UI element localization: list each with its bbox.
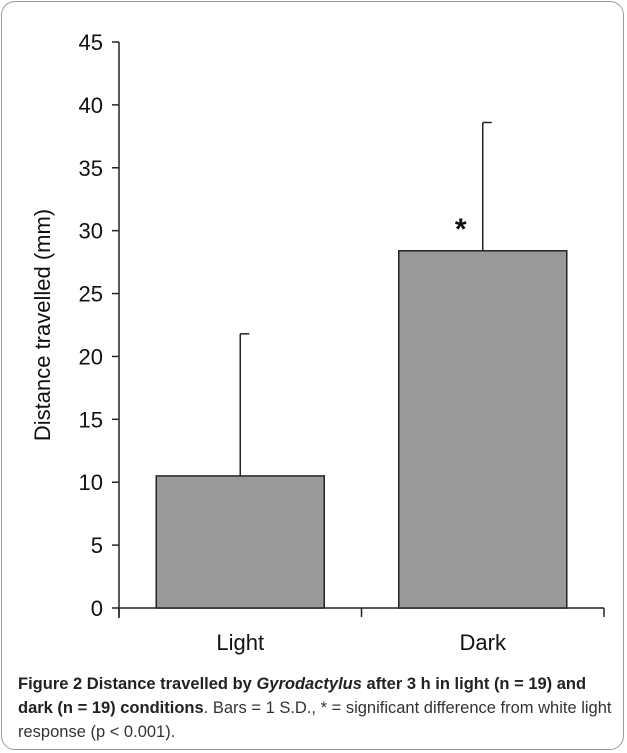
- y-tick-label: 15: [79, 407, 103, 432]
- y-tick-label: 5: [91, 533, 103, 558]
- bar-light: [155, 475, 325, 609]
- y-tick-label: 30: [79, 219, 103, 244]
- significance-marker: *: [455, 213, 467, 246]
- caption-title-part2: after 3 h in light (n = 19) and dark (n …: [18, 675, 587, 717]
- y-tick-label: 35: [79, 156, 103, 181]
- y-tick-label: 25: [79, 282, 103, 307]
- y-tick-label: 20: [79, 344, 103, 369]
- y-tick-label: 40: [79, 93, 103, 118]
- y-axis-title: Distance travelled (mm): [30, 209, 55, 441]
- bar-dark: [398, 250, 568, 609]
- y-tick-label: 0: [91, 596, 103, 621]
- caption-species: Gyrodactylus: [256, 675, 362, 693]
- caption-title-part1: Distance travelled by: [86, 675, 252, 693]
- x-category-label: Dark: [460, 630, 507, 655]
- caption-body: . Bars = 1 S.D., * = significant differe…: [18, 699, 612, 741]
- x-category-label: Light: [216, 630, 264, 655]
- figure-caption: Figure 2 Distance travelled by Gyrodacty…: [18, 672, 614, 744]
- y-tick-label: 10: [79, 470, 103, 495]
- y-tick-label: 45: [79, 30, 103, 55]
- bar-chart: 0 5 10 15 20 25 30 35 40 45 Light Dark * Distance tra…: [30, 30, 605, 655]
- figure-label: Figure 2: [18, 675, 83, 693]
